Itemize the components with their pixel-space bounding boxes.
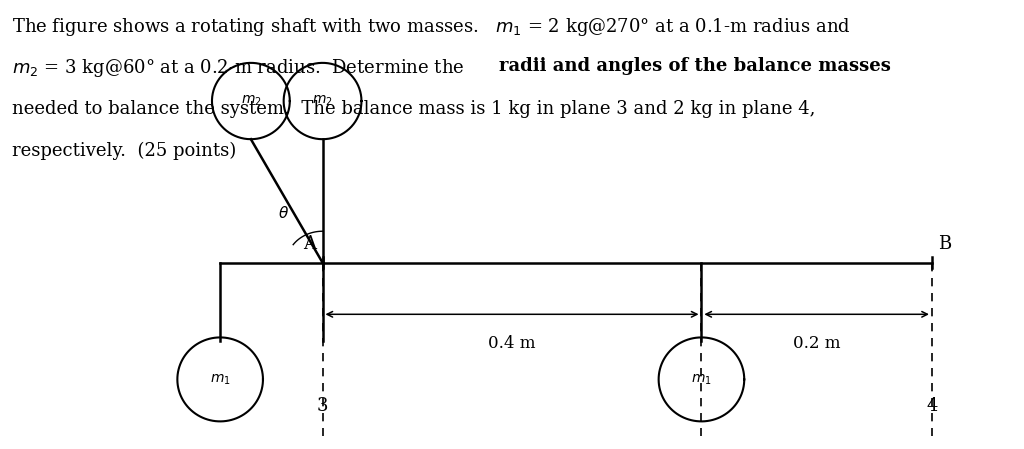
Text: $m_2$ = 3 kg@60° at a 0.2-m radius.  Determine the: $m_2$ = 3 kg@60° at a 0.2-m radius. Dete… — [12, 57, 466, 79]
Text: A: A — [303, 235, 316, 253]
Text: radii and angles of the balance masses: radii and angles of the balance masses — [499, 57, 891, 75]
Text: $m_1$: $m_1$ — [691, 372, 712, 387]
Text: $m_2$: $m_2$ — [312, 94, 333, 108]
Text: respectively.  (25 points): respectively. (25 points) — [12, 141, 237, 160]
Text: $m_2$: $m_2$ — [241, 94, 261, 108]
Text: 3: 3 — [316, 397, 329, 415]
Text: $m_1$: $m_1$ — [210, 372, 230, 387]
Text: 0.2 m: 0.2 m — [793, 335, 841, 352]
Text: $\theta$: $\theta$ — [279, 205, 289, 221]
Text: 4: 4 — [926, 397, 938, 415]
Text: needed to balance the system.  The balance mass is 1 kg in plane 3 and 2 kg in p: needed to balance the system. The balanc… — [12, 100, 816, 118]
Text: The figure shows a rotating shaft with two masses.   $m_1$ = 2 kg@270° at a 0.1-: The figure shows a rotating shaft with t… — [12, 16, 851, 38]
Text: B: B — [938, 235, 951, 253]
Text: 0.4 m: 0.4 m — [488, 335, 536, 352]
